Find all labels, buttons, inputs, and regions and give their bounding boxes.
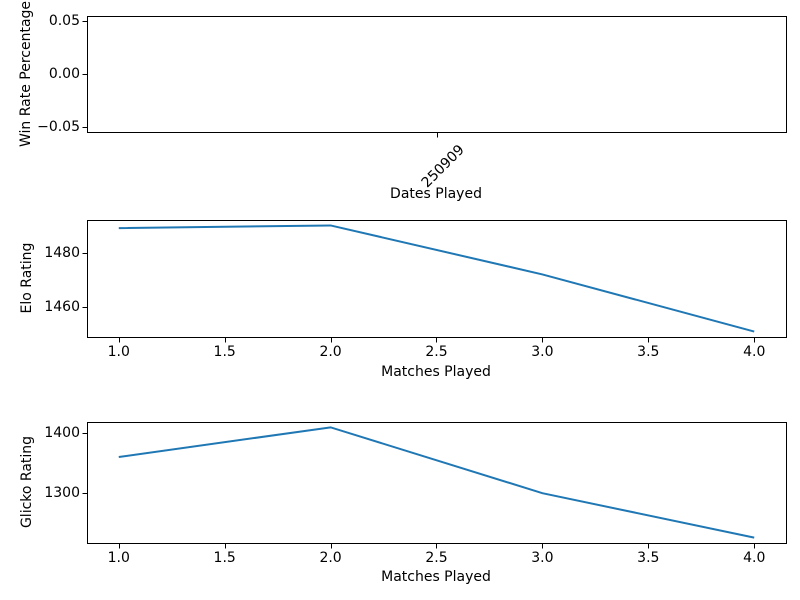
y-tick-label: 1480 [44, 244, 80, 261]
win-rate-y-axis-label: Win Rate Percentage [18, 0, 34, 148]
x-tick-label: 1.0 [107, 344, 130, 360]
y-tick-label: 1300 [44, 484, 80, 501]
x-tick-label: 3.0 [531, 344, 554, 360]
y-tick-label: −0.05 [37, 118, 80, 135]
x-tick-label: 4.0 [743, 344, 766, 360]
x-tick-label: 2.5 [425, 344, 448, 360]
y-tick-label: 0.05 [48, 13, 80, 30]
plot-border [87, 422, 787, 544]
elo-rating-line [118, 224, 755, 333]
matches-played-x-axis-label-elo: Matches Played [381, 364, 491, 380]
y-tick-label: 1460 [44, 299, 80, 316]
glicko-y-axis-label: Glicko Rating [19, 435, 35, 529]
y-tick-label: 0.00 [48, 66, 80, 82]
x-tick-label: 3.5 [637, 550, 660, 566]
x-tick-label: 1.5 [213, 550, 236, 566]
glicko-rating-line [118, 426, 755, 539]
x-tick-label: 1.5 [213, 344, 236, 360]
x-tick-label: 3.5 [637, 344, 660, 360]
matches-played-x-axis-label-glicko: Matches Played [381, 569, 491, 585]
x-tick-label: 4.0 [743, 550, 766, 566]
x-tick-label: 2.0 [319, 344, 342, 360]
elo-y-axis-label: Elo Rating [19, 242, 35, 314]
x-tick-label: 2.0 [319, 550, 342, 566]
plot-border [87, 16, 787, 133]
y-tick-label: 1400 [44, 425, 80, 442]
x-tick-label: 2.5 [425, 550, 448, 566]
plot-border [87, 220, 787, 338]
x-tick-label: 1.0 [107, 550, 130, 566]
x-tick-label: 3.0 [531, 550, 554, 566]
dates-played-x-axis-label: Dates Played [390, 186, 482, 202]
